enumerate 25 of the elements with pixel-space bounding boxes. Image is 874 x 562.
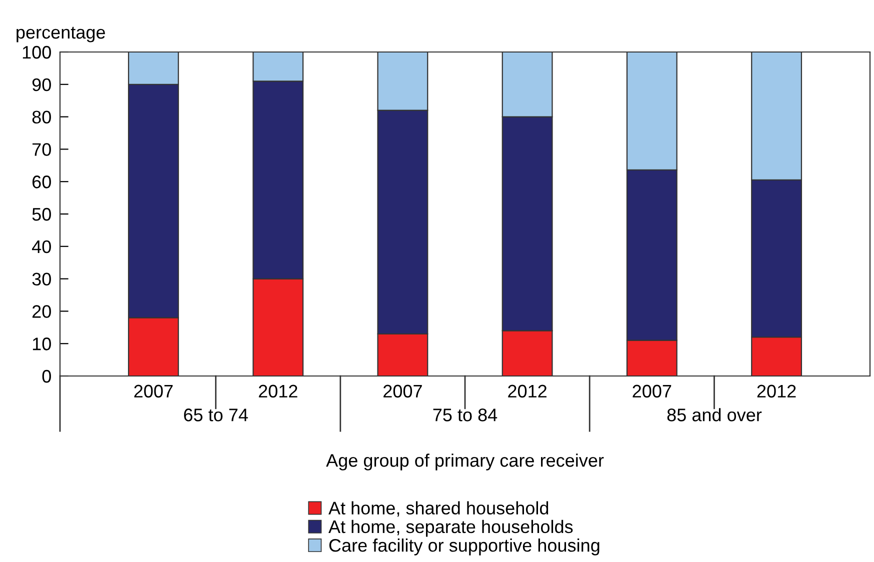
y-axis-title: percentage <box>16 26 105 42</box>
legend-label: At home, shared household <box>328 501 548 517</box>
text: 65 to 74 <box>184 408 248 422</box>
y-tick-label: 10 <box>32 338 51 350</box>
x-tick-label: 2007 <box>384 384 422 398</box>
y-tick-label: 90 <box>32 78 51 92</box>
x-tick-label: 2012 <box>258 384 298 398</box>
legend-label: At home, separate households <box>328 520 573 537</box>
y-tick-label: 20 <box>32 305 51 318</box>
x-tick-label: 2012 <box>757 384 796 398</box>
legend-label: Care facility or supportive housing <box>329 538 600 556</box>
y-tick-label: 70 <box>32 143 51 156</box>
text: 85 and over <box>667 408 762 422</box>
y-tick-label: 30 <box>32 272 51 286</box>
x-tick-label: 2007 <box>134 384 173 398</box>
y-tick-label: 100 <box>22 46 51 59</box>
y-tick-label: 40 <box>32 240 51 254</box>
text: 75 to 84 <box>433 408 498 422</box>
y-tick-label: 0 <box>42 370 51 383</box>
y-tick-label: 60 <box>32 176 51 188</box>
x-tick-label: 2007 <box>632 384 672 398</box>
y-tick-label: 50 <box>32 208 51 221</box>
y-tick-label: 80 <box>32 110 51 124</box>
x-tick-label: 2012 <box>508 384 546 398</box>
x-axis-title: Age group of primary care receiver <box>326 454 604 470</box>
